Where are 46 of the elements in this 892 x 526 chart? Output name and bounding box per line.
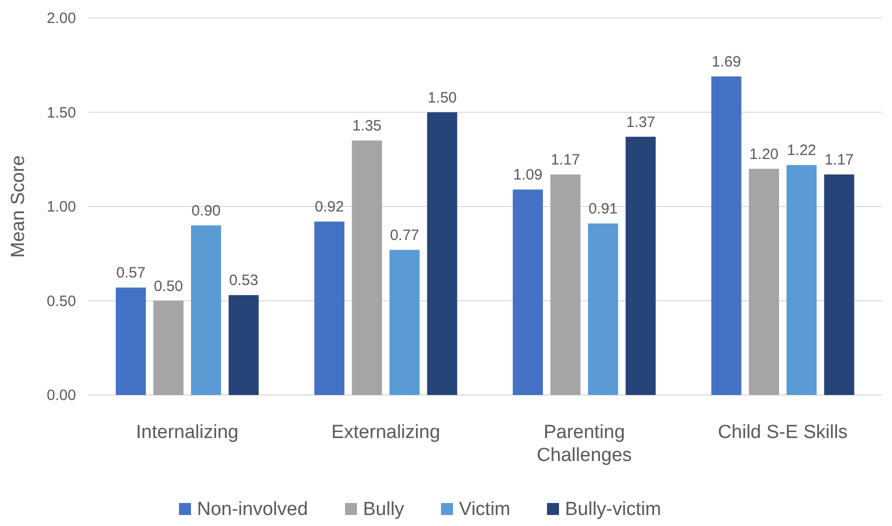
x-tick-label: Externalizing xyxy=(331,422,440,443)
bar xyxy=(550,174,580,395)
x-tick-label: Parenting Challenges xyxy=(536,422,632,466)
bar xyxy=(748,168,779,395)
data-label: 0.50 xyxy=(154,278,184,295)
bar xyxy=(116,288,146,395)
y-tick-label: 0.50 xyxy=(46,292,76,310)
legend-label: Victim xyxy=(459,499,510,520)
data-label: 1.50 xyxy=(428,89,457,106)
x-tick-label: Internalizing xyxy=(136,422,238,443)
data-label: 1.35 xyxy=(352,118,382,135)
bar xyxy=(390,250,420,395)
y-tick-label: 2.00 xyxy=(46,10,76,27)
data-label: 0.53 xyxy=(229,272,258,290)
bar xyxy=(153,300,184,395)
legend-label: Bully xyxy=(363,499,405,520)
x-tick-label: Child S-E Skills xyxy=(718,422,848,443)
data-label: 1.17 xyxy=(824,151,854,168)
y-axis-title: Mean Score xyxy=(8,155,29,258)
legend-label: Bully-victim xyxy=(565,499,662,520)
data-label: 1.09 xyxy=(513,166,542,184)
bar xyxy=(588,223,618,395)
data-label: 0.90 xyxy=(191,202,221,220)
data-label: 0.57 xyxy=(116,264,146,282)
bar xyxy=(314,222,344,395)
data-label: 0.92 xyxy=(314,198,344,216)
y-tick-label: 1.00 xyxy=(46,198,76,216)
y-tick-label: 1.50 xyxy=(46,104,76,122)
bar xyxy=(228,295,259,395)
data-label: 1.69 xyxy=(712,53,741,70)
bar xyxy=(824,174,854,395)
bar xyxy=(626,136,656,395)
bar xyxy=(512,190,543,395)
data-label: 0.77 xyxy=(390,226,420,244)
bar xyxy=(352,140,382,395)
bar xyxy=(191,225,222,395)
data-label: 1.37 xyxy=(626,114,656,131)
data-label: 0.91 xyxy=(588,200,618,218)
data-label: 1.22 xyxy=(786,142,816,160)
y-tick-label: 0.00 xyxy=(46,387,76,404)
bar xyxy=(427,112,458,395)
data-label: 1.17 xyxy=(550,151,580,168)
bar xyxy=(786,165,817,395)
legend-label: Non-involved xyxy=(197,499,308,520)
data-label: 1.20 xyxy=(749,146,779,163)
bar xyxy=(711,76,742,395)
